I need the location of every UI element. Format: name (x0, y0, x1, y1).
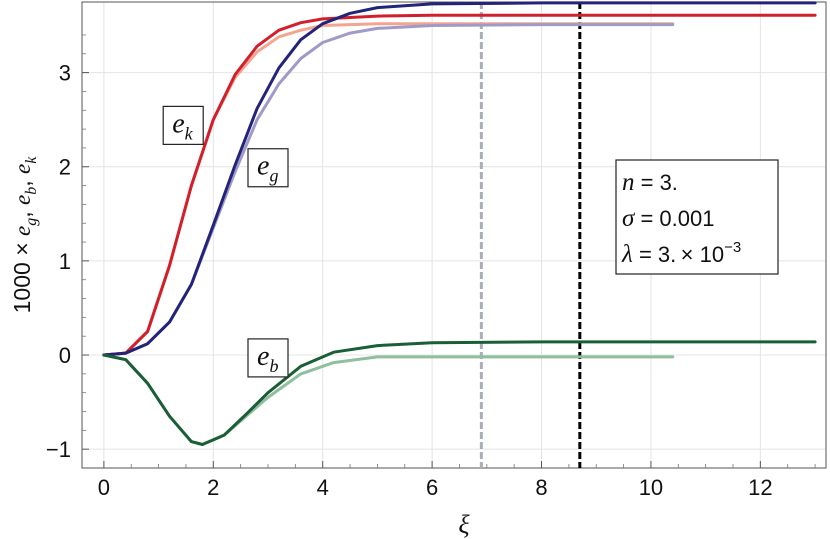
series-eb_light (102, 353, 675, 446)
curve-label-box (247, 338, 289, 378)
curve-label-eg: eg (247, 148, 289, 188)
info-line-3: λ = 3. × 10−3 (621, 239, 741, 268)
x-tick-label: 12 (748, 475, 772, 500)
series-lines (102, 1, 817, 446)
plot-frame (81, 1, 827, 469)
x-axis-title: ξ (458, 510, 470, 539)
info-line-2: σ = 0.001 (622, 205, 714, 232)
y-tick-label: −1 (46, 437, 71, 462)
x-tick-label: 4 (317, 475, 329, 500)
parameter-box: n = 3. σ = 0.001 λ = 3. × 10−3 (615, 159, 779, 275)
curve-label-text: eb (257, 341, 278, 376)
series-eb (102, 340, 817, 446)
x-tick-label: 10 (639, 475, 663, 500)
vertical-lines (479, 2, 582, 468)
curve-label-text: ek (172, 108, 193, 143)
series-ek (102, 13, 817, 357)
x-tick-label: 2 (207, 475, 219, 500)
info-box-frame (615, 159, 779, 275)
curve-label-text: eg (257, 151, 278, 186)
x-tick-label: 6 (426, 475, 438, 500)
curve-label-box (247, 148, 289, 188)
axis-titles: ξ 1000 × eg, eb, ek (9, 156, 470, 539)
info-line-1: n = 3. (622, 169, 678, 196)
y-tick-label: 2 (59, 155, 71, 180)
curve-label-box (162, 105, 204, 145)
series-eg (102, 1, 817, 357)
y-tick-label: 0 (59, 343, 71, 368)
curve-label-eb: eb (247, 338, 289, 378)
x-tick-label: 8 (535, 475, 547, 500)
plot-border (81, 1, 827, 469)
x-tick-label: 0 (98, 475, 110, 500)
y-axis-title: 1000 × eg, eb, ek (9, 156, 40, 314)
y-tick-label: 1 (59, 249, 71, 274)
y-tick-label: 3 (59, 61, 71, 86)
curve-labels: ek eg eb (162, 105, 289, 378)
curve-label-ek: ek (162, 105, 204, 145)
